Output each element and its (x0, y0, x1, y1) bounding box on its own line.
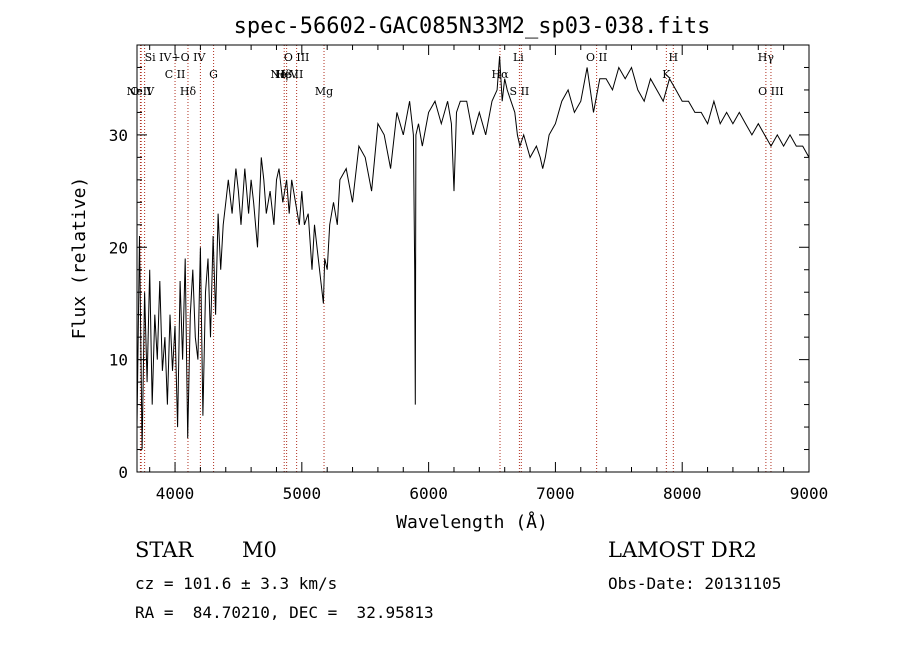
line-marker-label: C II (165, 68, 186, 81)
y-axis-label: Flux (relative) (69, 177, 90, 340)
line-marker-label: G (209, 68, 218, 81)
class-label: STAR (135, 538, 194, 562)
y-tick-label: 20 (109, 238, 128, 257)
line-marker-label: Hδ (180, 85, 197, 98)
obs-date-text: Obs-Date: 20131105 (608, 574, 782, 593)
line-marker-label: Mg (315, 85, 333, 98)
line-marker-label: Ne V (270, 68, 299, 81)
x-tick-label: 6000 (409, 484, 448, 503)
spectrum-line (136, 56, 810, 450)
x-tick-label: 7000 (536, 484, 575, 503)
line-marker-label: K (662, 68, 671, 81)
line-marker-label: Hβ (276, 68, 292, 81)
chart-title: spec-56602-GAC085N33M2_sp03-038.fits (234, 14, 711, 39)
x-tick-label: 9000 (790, 484, 829, 503)
line-marker-label: He II (275, 68, 303, 81)
line-marker-group (139, 45, 772, 472)
line-marker-label: S II (510, 85, 530, 98)
plot-frame (136, 44, 810, 473)
x-tick-label: 5000 (283, 484, 322, 503)
y-tick-label: 10 (109, 351, 128, 370)
x-axis-ticks: 4000 5000 6000 7000 8000 9000 (149, 45, 829, 503)
line-marker-label: Hγ (758, 51, 775, 64)
line-marker-label: O III (284, 51, 310, 64)
line-marker-label: O II (130, 85, 151, 98)
line-marker-label: Li (513, 51, 524, 64)
x-tick-label: 4000 (156, 484, 195, 503)
subclass-label: M0 (242, 538, 277, 562)
line-marker-label: H (669, 51, 679, 64)
x-tick-label: 8000 (663, 484, 702, 503)
line-marker-label: O III (758, 85, 784, 98)
survey-label: LAMOST DR2 (608, 538, 757, 562)
y-tick-label: 30 (109, 126, 128, 145)
line-marker-label: O II (586, 51, 607, 64)
cz-text: cz = 101.6 ± 3.3 km/s (135, 574, 338, 593)
y-tick-label: 0 (118, 463, 128, 482)
radec-text: RA = 84.70210, DEC = 32.95813 (135, 603, 434, 622)
line-marker-label: Ne V (127, 85, 156, 98)
y-axis-ticks: 0 10 20 30 (109, 66, 809, 482)
line-marker-label: Si IV+O IV (145, 51, 207, 64)
x-axis-label: Wavelength (Å) (396, 511, 548, 533)
